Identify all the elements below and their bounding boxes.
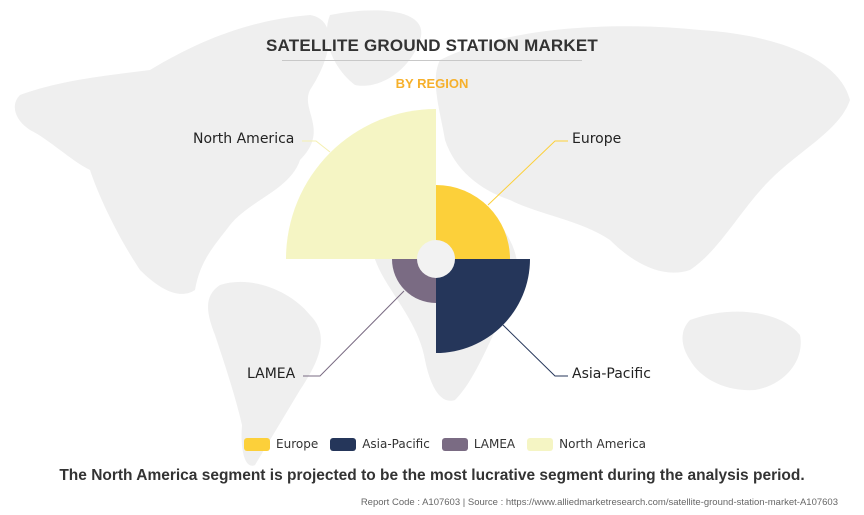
- label-north-america: North America: [193, 131, 295, 147]
- legend-swatch-north-america: [527, 437, 554, 451]
- chart-title: SATELLITE GROUND STATION MARKET: [265, 36, 598, 55]
- legend-swatch-europe: [244, 437, 270, 451]
- label-asia-pacific: Asia-Pacific: [572, 366, 651, 382]
- chart-subtitle: BY REGION: [395, 76, 469, 91]
- legend-item-north-america[interactable]: North America: [527, 437, 646, 451]
- legend-swatch-lamea: [441, 437, 468, 451]
- chart-caption: The North America segment is projected t…: [59, 467, 805, 484]
- leader-line-lamea: [303, 290, 405, 377]
- leader-line-asia-pacific: [502, 324, 568, 377]
- label-lamea: LAMEA: [247, 366, 296, 382]
- legend-swatch-asia-pacific: [330, 437, 357, 451]
- segment-asia-pacific[interactable]: [436, 259, 530, 353]
- legend-label-asia-pacific: Asia-Pacific: [362, 437, 430, 451]
- label-europe: Europe: [572, 131, 622, 147]
- title-divider: [282, 60, 582, 61]
- leader-line-europe: [487, 140, 568, 206]
- chart-center-hole: [417, 240, 455, 278]
- legend-item-europe[interactable]: Europe: [244, 437, 318, 451]
- legend-item-asia-pacific[interactable]: Asia-Pacific: [330, 437, 430, 451]
- segment-europe[interactable]: [436, 185, 510, 259]
- legend-label-europe: Europe: [276, 437, 319, 451]
- chart-legend: Europe Asia-Pacific LAMEA North America: [244, 437, 658, 451]
- legend-label-north-america: North America: [559, 437, 647, 451]
- source-citation: Report Code : A107603 | Source : https:/…: [360, 497, 838, 508]
- segment-north-america[interactable]: [286, 109, 436, 259]
- legend-item-lamea[interactable]: LAMEA: [441, 437, 516, 451]
- legend-label-lamea: LAMEA: [473, 437, 516, 451]
- leader-line-north-america: [302, 140, 331, 153]
